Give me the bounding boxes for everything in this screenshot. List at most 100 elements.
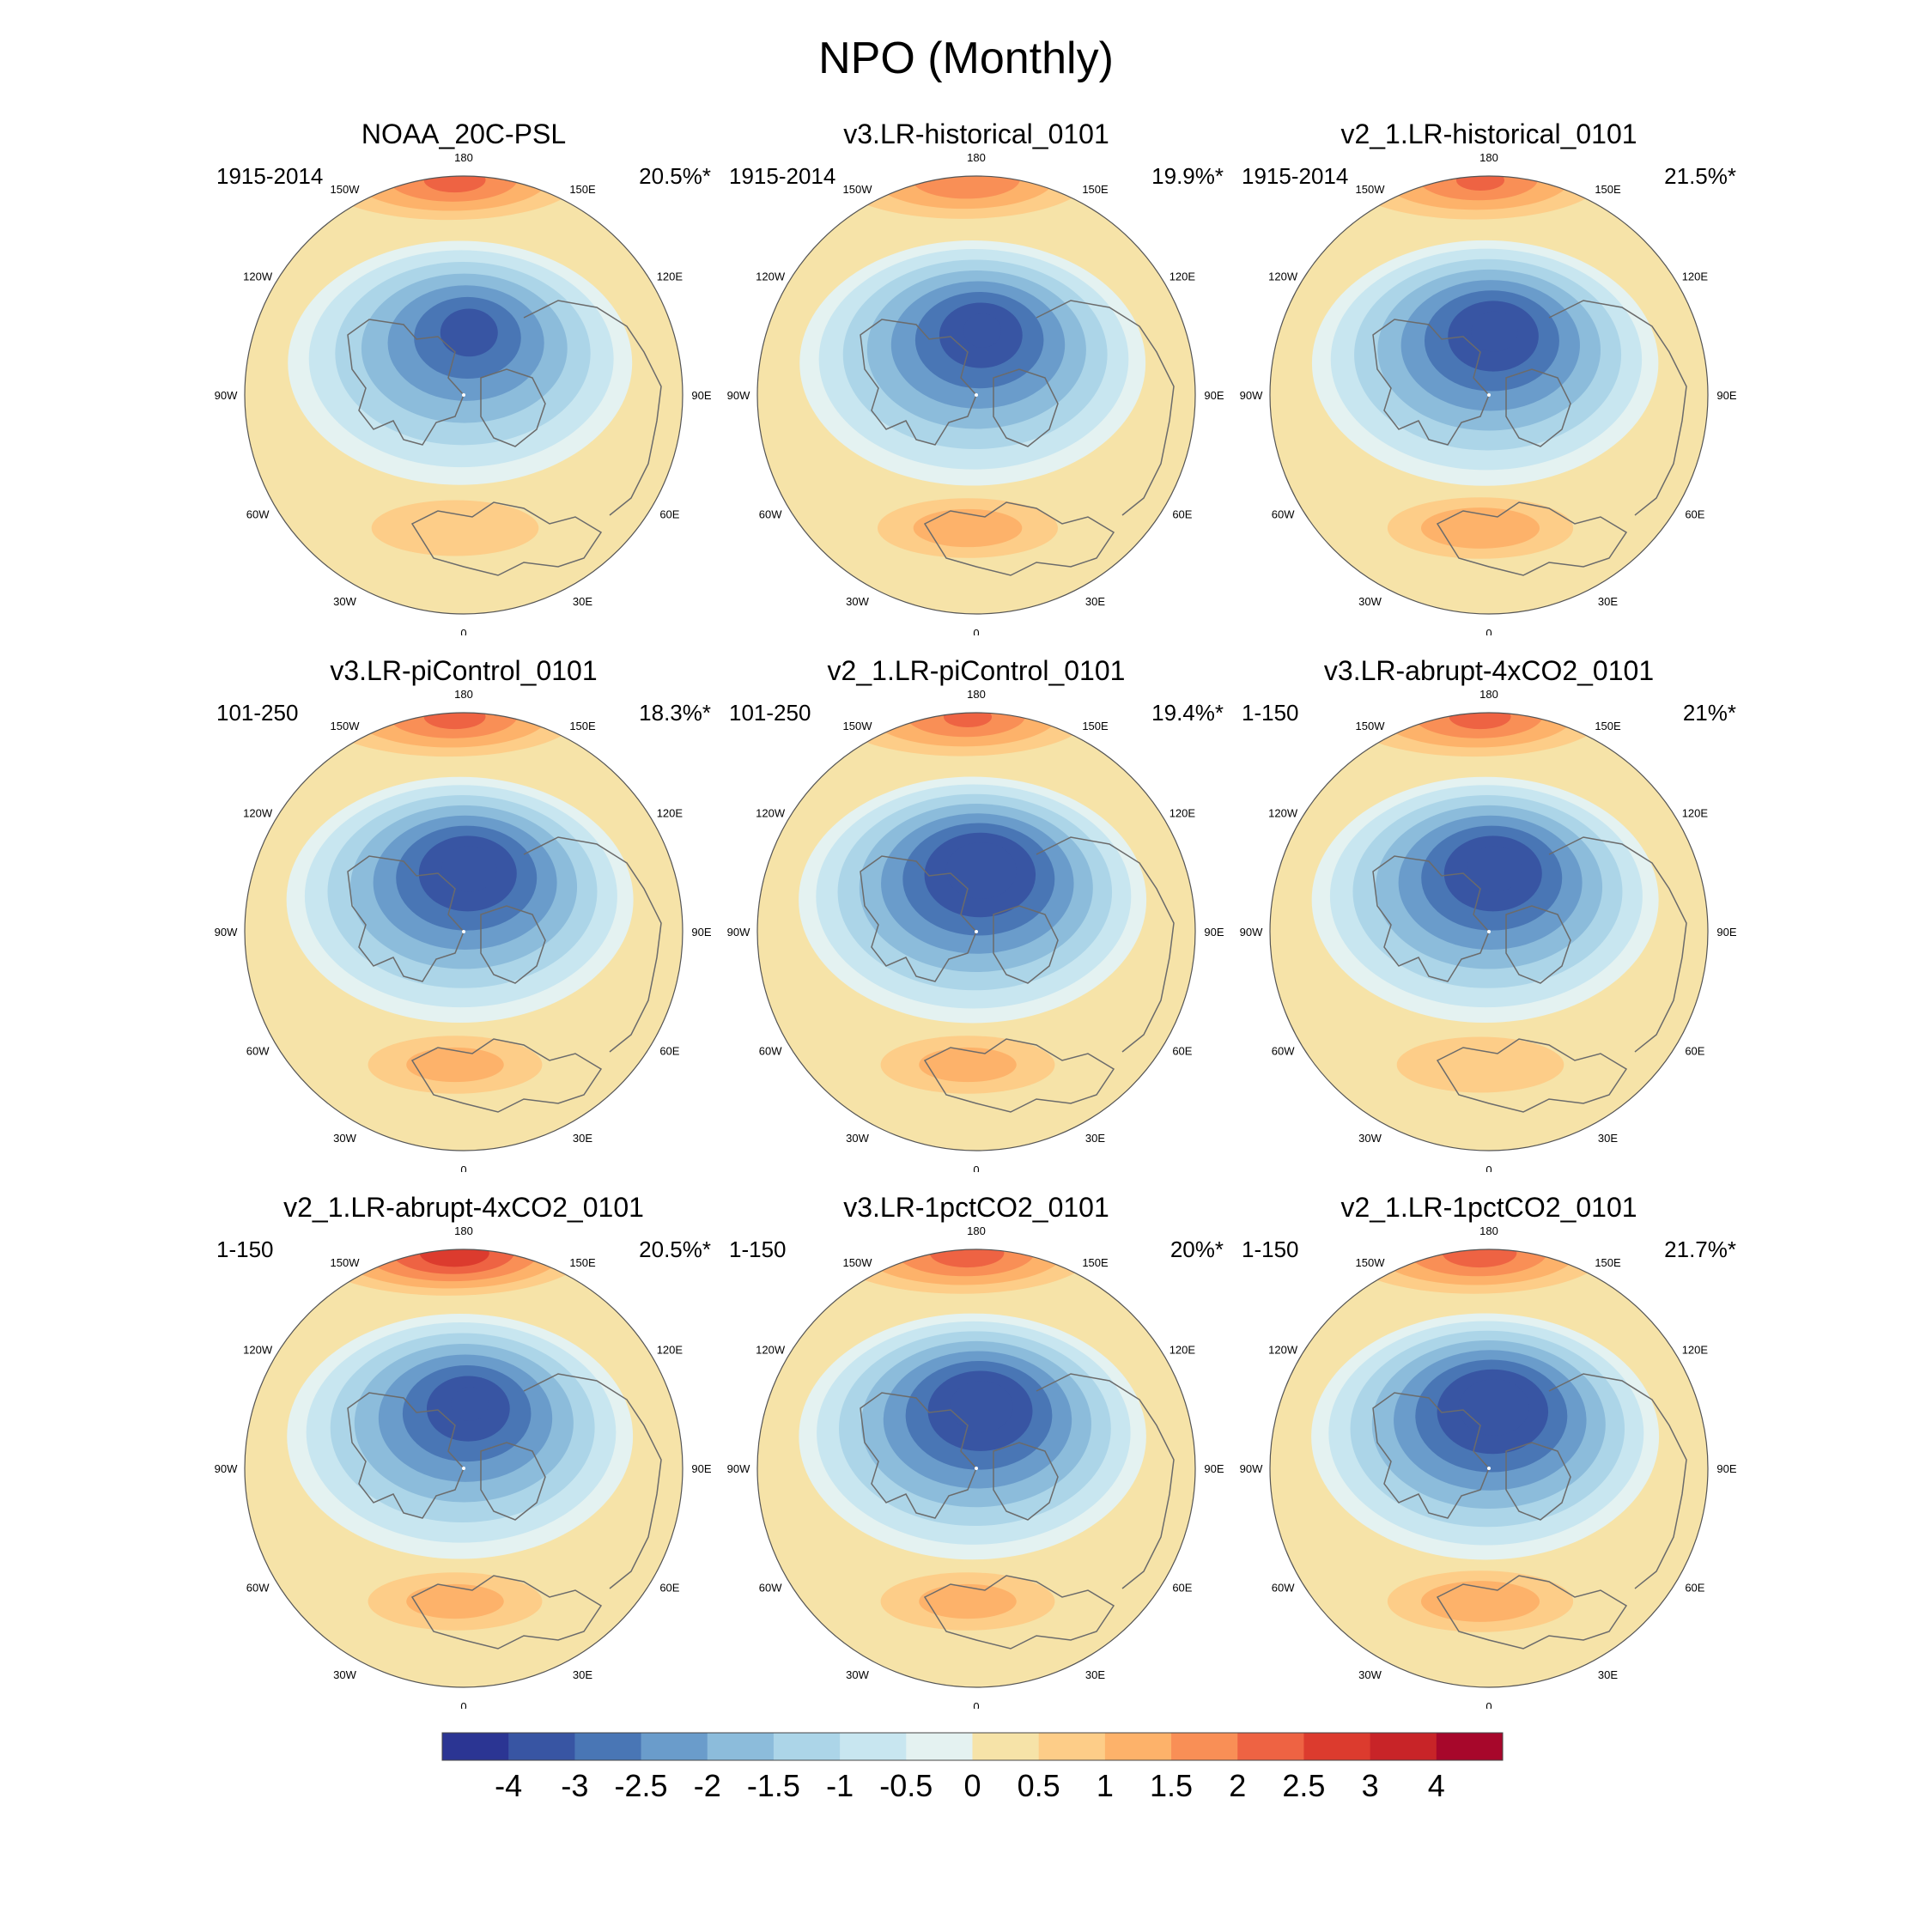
longitude-label: 30E <box>1598 1132 1618 1145</box>
panel-title: v2_1.LR-1pctCO2_0101 <box>1340 1192 1637 1223</box>
longitude-label: 90W <box>727 1462 750 1475</box>
map-boundary <box>244 1249 683 1688</box>
longitude-label: 90W <box>1240 926 1263 939</box>
panel-title: v3.LR-historical_0101 <box>843 118 1109 149</box>
longitude-label: 30W <box>846 595 869 608</box>
colorbar-swatch <box>1104 1733 1172 1760</box>
panel-variance: 21%* <box>1682 700 1736 726</box>
panel-period: 101-250 <box>216 700 299 726</box>
pole-marker <box>975 393 978 397</box>
colorbar-tick-label: -2.5 <box>615 1768 668 1803</box>
longitude-label: 60W <box>1272 1582 1295 1595</box>
high-contour <box>1449 713 1511 730</box>
longitude-label: 60E <box>659 508 679 521</box>
longitude-label: 120E <box>1682 270 1709 283</box>
colorbar-tick-label: 0.5 <box>1018 1768 1060 1803</box>
longitude-label: 30E <box>573 1132 592 1145</box>
longitude-label: 60E <box>1172 1045 1192 1058</box>
atlantic-high-contour <box>919 1583 1017 1619</box>
low-contour <box>441 846 497 892</box>
polar-map: 180 150E 120E 90E 60E 30E 0 30W 60W 90W 120W 150W <box>1240 151 1737 635</box>
low-contour <box>1471 311 1518 352</box>
coastline <box>1372 1373 1687 1649</box>
coastline <box>1372 300 1687 576</box>
longitude-label: 30E <box>1598 1668 1618 1681</box>
longitude-label: 60E <box>1172 508 1192 521</box>
longitude-label: 0 <box>973 1163 979 1172</box>
high-contour <box>1442 1249 1517 1268</box>
low-contour <box>945 842 1017 899</box>
panel-period: 1-150 <box>216 1236 274 1262</box>
colorbar-tick-label: -4 <box>495 1768 522 1803</box>
longitude-label: 180 <box>454 688 473 701</box>
longitude-label: 90W <box>1240 1462 1263 1475</box>
longitude-label: 90E <box>1204 926 1224 939</box>
panel-title: NOAA_20C-PSL <box>361 118 567 149</box>
colorbar-swatch <box>1370 1733 1437 1760</box>
longitude-label: 120W <box>756 270 786 283</box>
longitude-label: 90E <box>691 389 711 402</box>
polar-map: 180 150E 120E 90E 60E 30E 0 30W 60W 90W 120W 150W <box>1240 688 1737 1172</box>
longitude-label: 150E <box>569 183 596 196</box>
longitude-label: 120E <box>1170 1344 1196 1357</box>
longitude-label: 0 <box>1485 1163 1492 1172</box>
panel-period: 1915-2014 <box>216 163 324 189</box>
longitude-label: 60W <box>246 1045 270 1058</box>
map-panel: 180 150E 120E 90E 60E 30E 0 30W 60W 90W 120W 150W NO… <box>197 118 730 635</box>
panel-title: v2_1.LR-historical_0101 <box>1340 118 1637 149</box>
coastline <box>1372 836 1687 1113</box>
high-contour <box>1456 176 1504 191</box>
longitude-label: 150E <box>1082 720 1109 732</box>
longitude-label: 0 <box>460 627 466 635</box>
longitude-label: 120W <box>1268 807 1298 820</box>
longitude-label: 150W <box>331 720 361 732</box>
map-panel: 180 150E 120E 90E 60E 30E 0 30W 60W 90W 120W 150W v3… <box>197 655 730 1172</box>
colorbar-tick-label: 1 <box>1097 1768 1114 1803</box>
longitude-label: 120W <box>243 1344 273 1357</box>
map-panel: 180 150E 120E 90E 60E 30E 0 30W 60W 90W 120W 150W v3… <box>1223 655 1755 1172</box>
longitude-label: 90W <box>215 926 238 939</box>
panel-variance: 20.5%* <box>639 163 711 189</box>
map-boundary <box>244 175 683 615</box>
colorbar-swatch <box>641 1733 708 1760</box>
longitude-label: 90W <box>215 389 238 402</box>
polar-map: 180 150E 120E 90E 60E 30E 0 30W 60W 90W 120W 150W <box>215 1224 712 1709</box>
longitude-label: 150E <box>1595 720 1621 732</box>
panel-period: 1915-2014 <box>1242 163 1349 189</box>
longitude-label: 60E <box>659 1045 679 1058</box>
colorbar-tick-label: -3 <box>561 1768 588 1803</box>
longitude-label: 150W <box>843 1256 873 1269</box>
longitude-label: 30E <box>1085 1132 1105 1145</box>
longitude-label: 30W <box>333 1668 356 1681</box>
longitude-label: 180 <box>1479 1224 1498 1237</box>
colorbar-tick-label: 0 <box>963 1768 981 1803</box>
coastline <box>347 836 662 1113</box>
high-contour <box>944 713 992 727</box>
longitude-label: 180 <box>1479 688 1498 701</box>
pole-marker <box>1487 930 1491 933</box>
longitude-label: 90W <box>727 926 750 939</box>
colorbar-tick-label: 2 <box>1229 1768 1246 1803</box>
longitude-label: 60E <box>1685 1582 1704 1595</box>
longitude-label: 150W <box>1356 1256 1386 1269</box>
pole-marker <box>1487 1467 1491 1470</box>
longitude-label: 180 <box>1479 151 1498 164</box>
longitude-label: 30E <box>1085 1668 1105 1681</box>
panel-title: v2_1.LR-piControl_0101 <box>827 655 1126 686</box>
longitude-label: 30W <box>1358 595 1382 608</box>
colorbar-swatch <box>773 1733 841 1760</box>
longitude-label: 120E <box>657 270 683 283</box>
atlantic-high-contour <box>913 508 1023 548</box>
colorbar-tick-label: 2.5 <box>1282 1768 1325 1803</box>
polar-map: 180 150E 120E 90E 60E 30E 0 30W 60W 90W 120W 150W <box>727 1224 1224 1709</box>
longitude-label: 30E <box>1598 595 1618 608</box>
map-panel: 180 150E 120E 90E 60E 30E 0 30W 60W 90W 120W 150W v3… <box>710 118 1242 635</box>
longitude-label: 90E <box>691 926 711 939</box>
colorbar-tick-label: -2 <box>694 1768 721 1803</box>
map-panel: 180 150E 120E 90E 60E 30E 0 30W 60W 90W 120W 150W v2… <box>197 1192 730 1709</box>
panel-title: v3.LR-abrupt-4xCO2_0101 <box>1323 655 1655 686</box>
low-contour <box>1458 1379 1529 1436</box>
panel-variance: 21.5%* <box>1664 163 1736 189</box>
panel-period: 1-150 <box>729 1236 787 1262</box>
colorbar-swatch <box>508 1733 575 1760</box>
